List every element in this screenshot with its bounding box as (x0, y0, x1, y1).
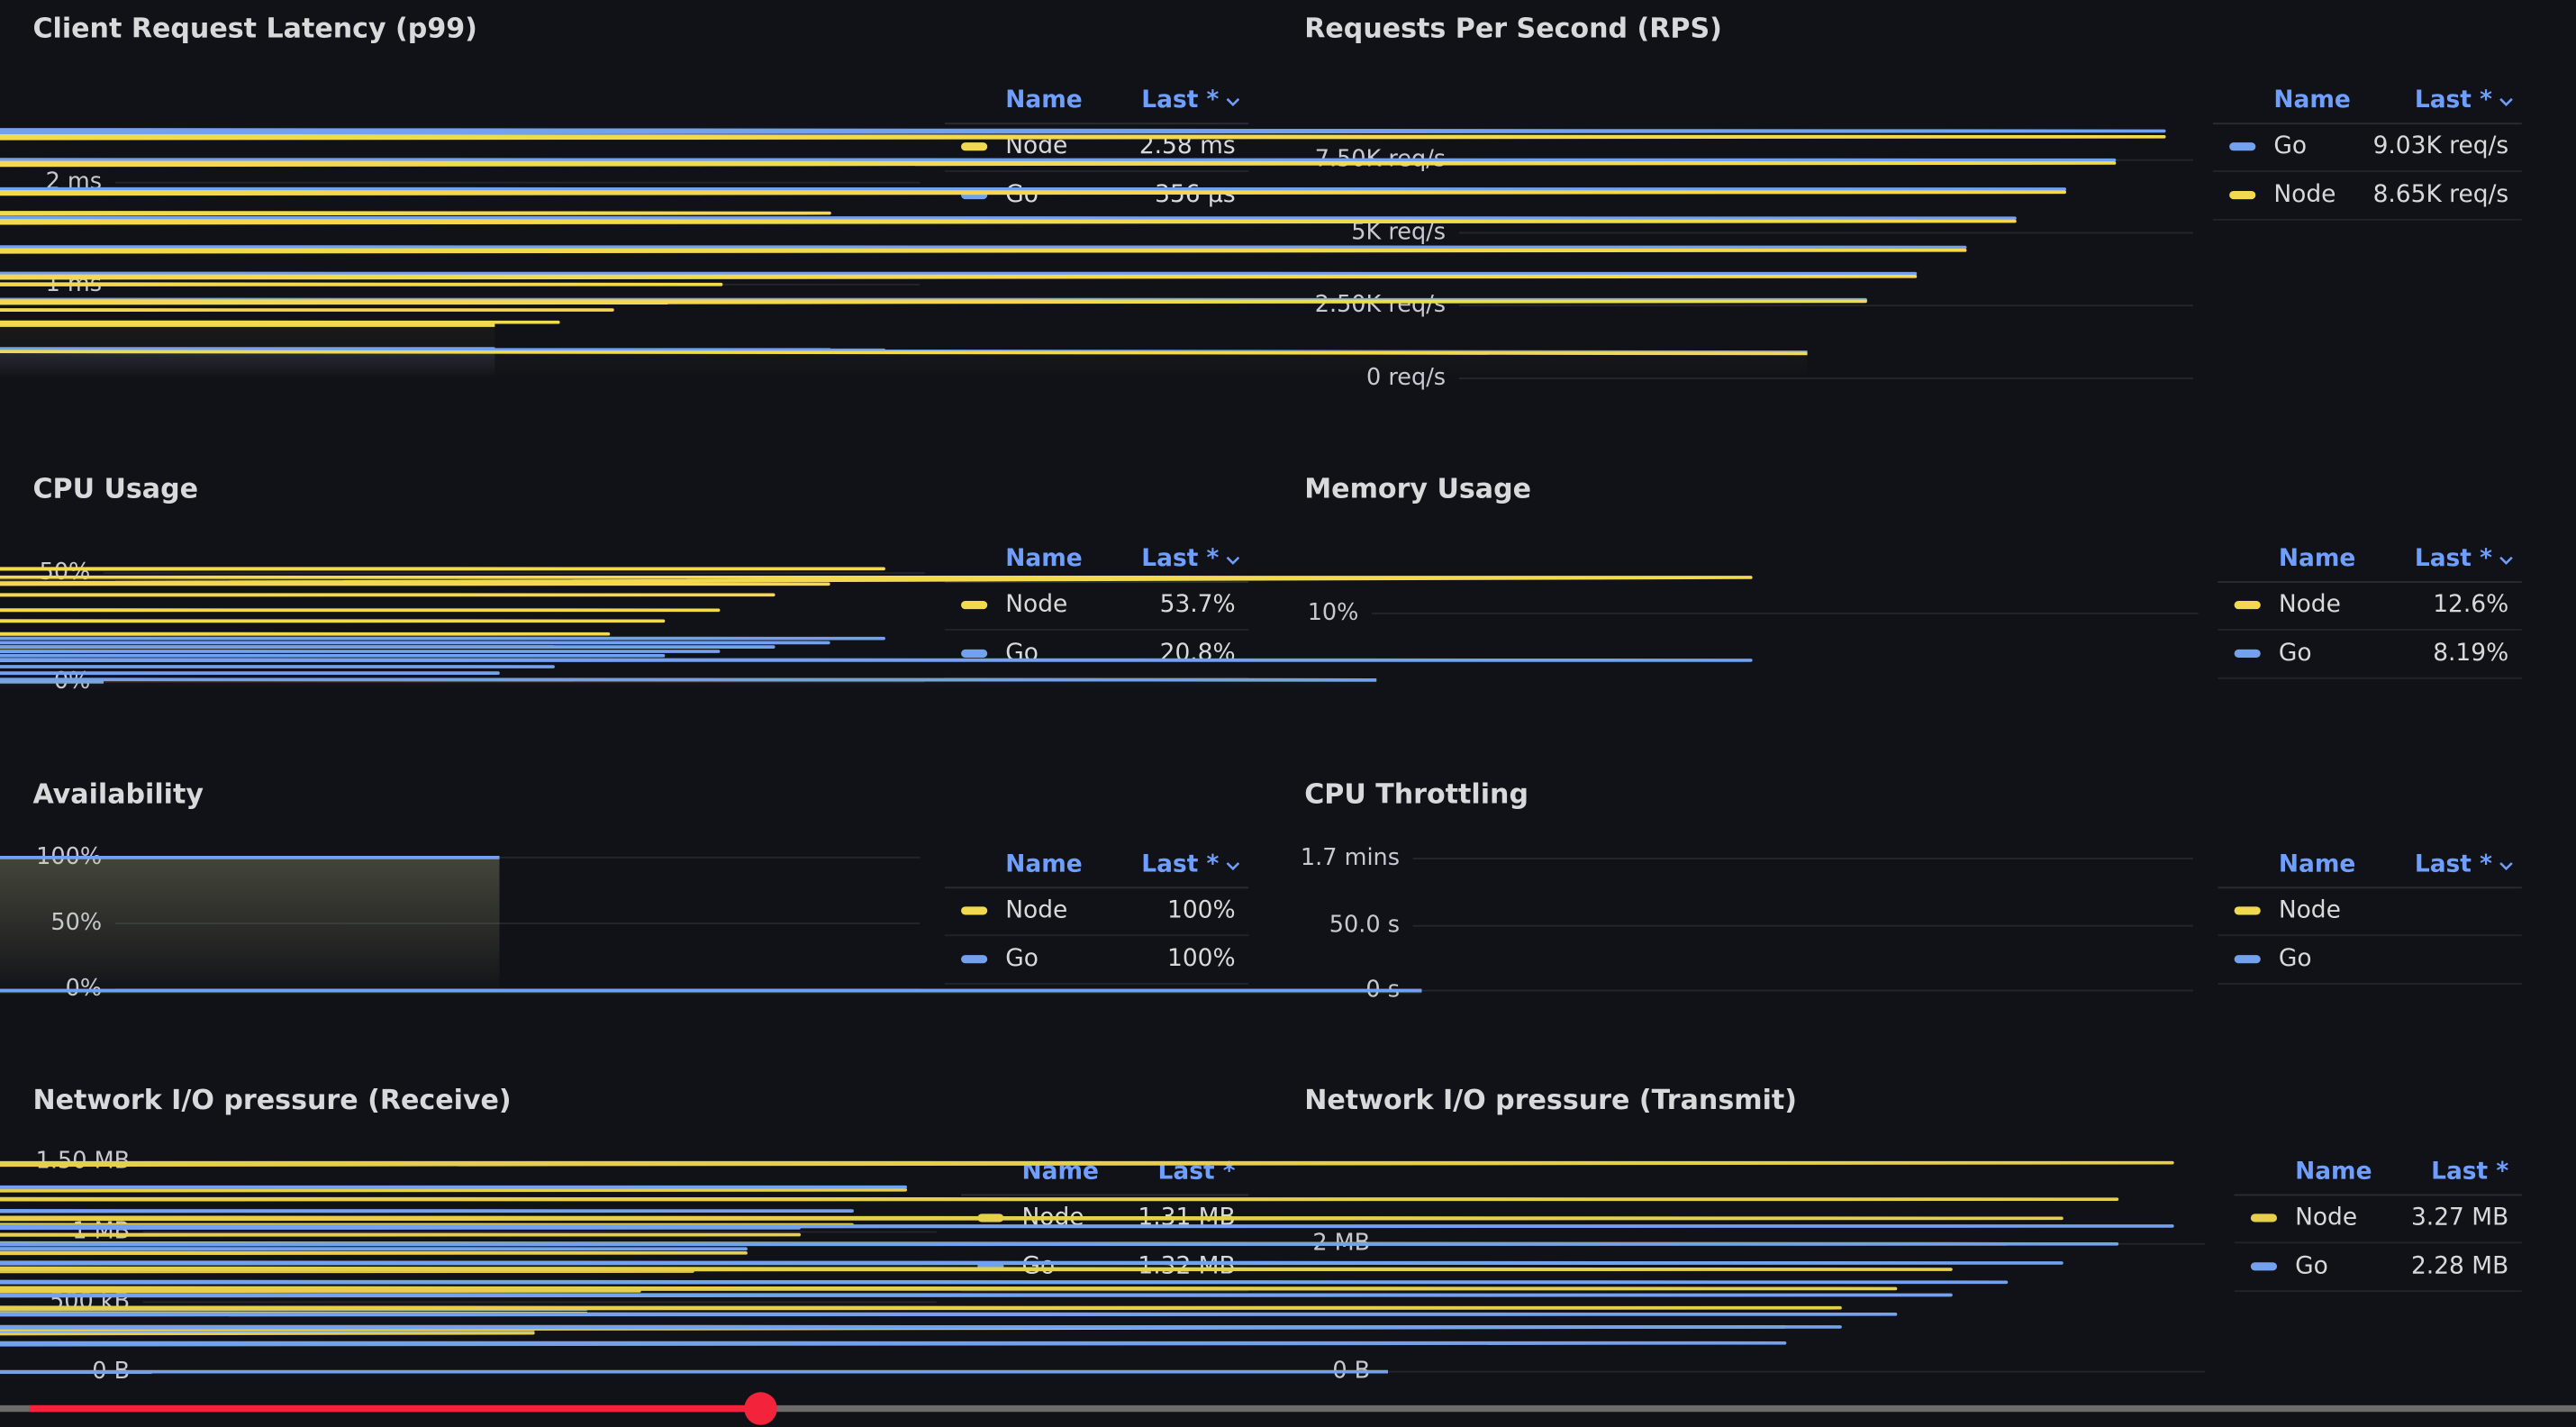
y-tick-label: 1 MB (72, 1217, 130, 1244)
legend-swatch (961, 649, 988, 658)
legend-last: 100% (1167, 895, 1236, 923)
legend-last: 8.19% (2433, 639, 2508, 667)
legend-header: Last * (2415, 86, 2492, 114)
legend-swatch (2229, 190, 2256, 200)
legend: Name Last * Node 53.7% Go 20.8% (944, 544, 1249, 679)
legend: Name Last * Node 12.6% Go 8.19% (2218, 544, 2522, 679)
panel-title: CPU Throttling (1304, 779, 1528, 811)
legend-header: Name (2273, 86, 2350, 114)
sort-chevron (2499, 862, 2513, 871)
y-tick-label: 10% (1308, 599, 1359, 626)
legend-swatch (2250, 1262, 2278, 1271)
y-tick-label: 1.50 MB (36, 1148, 130, 1175)
legend-header: Name (2279, 544, 2355, 572)
legend-header: Last * (2415, 850, 2492, 877)
legend-swatch (961, 601, 988, 610)
legend-name: Node (2279, 590, 2341, 618)
legend-last: 8.65K req/s (2373, 180, 2509, 208)
sort-chevron (1226, 862, 1240, 871)
legend-swatch (961, 142, 988, 151)
sort-chevron (1226, 97, 1240, 107)
legend-header: Last * (1141, 86, 1219, 114)
legend-name: Node (2279, 895, 2341, 923)
sort-chevron (2499, 556, 2513, 565)
legend-header: Name (1005, 544, 1082, 572)
legend-header: Last * (2415, 544, 2492, 572)
panel-title: CPU Usage (32, 473, 198, 504)
y-tick-label: 50.0 s (1329, 912, 1400, 939)
panel-title: Availability (32, 779, 204, 811)
y-tick-label: 2.50K req/s (1315, 291, 1446, 318)
legend-name: Go (2279, 944, 2312, 972)
legend-header: Last * (1141, 850, 1219, 877)
legend-swatch (961, 955, 988, 964)
panel-title: Requests Per Second (RPS) (1304, 14, 1722, 45)
sort-chevron (2499, 97, 2513, 107)
panel: Requests Per Second (RPS)0 req/s2.50K re… (0, 14, 2522, 391)
legend-name: Node (1005, 590, 1067, 618)
legend-name: Go (2295, 1251, 2328, 1279)
legend-name: Go (2273, 132, 2307, 159)
legend-swatch (2234, 601, 2261, 610)
legend-name: Node (2273, 180, 2336, 208)
legend-last: 12.6% (2433, 590, 2508, 618)
legend-name: Go (1005, 944, 1039, 972)
legend-last: 2.28 MB (2411, 1251, 2508, 1279)
progress-handle[interactable] (744, 1392, 777, 1425)
legend-name: Go (2279, 639, 2312, 667)
legend-swatch (2234, 649, 2261, 658)
panel: Network I/O pressure (Transmit)0 B2 MB08… (0, 1085, 2522, 1385)
video-progress[interactable] (0, 1392, 2576, 1425)
panel-title: Network I/O pressure (Transmit) (1304, 1085, 1797, 1116)
legend-last: 53.7% (1160, 590, 1236, 618)
panels: Client Request Latency (p99)1 ms2 ms08:2… (0, 14, 2522, 1385)
legend-last: 100% (1167, 944, 1236, 972)
legend-swatch (2234, 955, 2261, 964)
legend-header: Name (1005, 850, 1082, 877)
sort-chevron (1226, 556, 1240, 565)
legend-header: Name (2295, 1157, 2372, 1185)
panel-title: Client Request Latency (p99) (32, 14, 476, 45)
legend-name: Go (1005, 639, 1039, 667)
legend: Name Last * Node 3.27 MB Go 2.28 MB (2234, 1157, 2522, 1293)
legend-swatch (2250, 1213, 2278, 1222)
area-fill (0, 857, 500, 995)
legend-name: Node (2295, 1203, 2357, 1231)
area-fill (0, 135, 2164, 378)
legend-last: 20.8% (1160, 639, 1236, 667)
legend-header: Last * (1141, 544, 1219, 572)
legend-last: 3.27 MB (2411, 1203, 2508, 1231)
legend-swatch (2229, 142, 2256, 151)
legend-swatch (2234, 906, 2261, 915)
y-tick-label: 1.7 mins (1301, 844, 1400, 871)
legend-last: 1.32 MB (1138, 1251, 1235, 1279)
legend-header: Name (2279, 850, 2355, 877)
legend: Name Last * Node Go (2218, 850, 2522, 985)
legend-last: 9.03K req/s (2373, 132, 2509, 159)
legend-name: Go (1022, 1251, 1056, 1279)
panel-title: Network I/O pressure (Receive) (32, 1085, 511, 1116)
legend-swatch (961, 906, 988, 915)
panel: Availability0%50%100%08:2008:2508:30Name… (0, 779, 1249, 1002)
legend-name: Node (1005, 895, 1067, 923)
legend: Name Last * Node 100% Go 100% (944, 850, 1249, 985)
legend-header: Name (1005, 86, 1082, 114)
legend: Name Last * Go 9.03K req/s Node 8.65K req/s (2212, 86, 2522, 221)
legend-header: Last * (2431, 1157, 2508, 1185)
panel-title: Memory Usage (1304, 473, 1531, 504)
